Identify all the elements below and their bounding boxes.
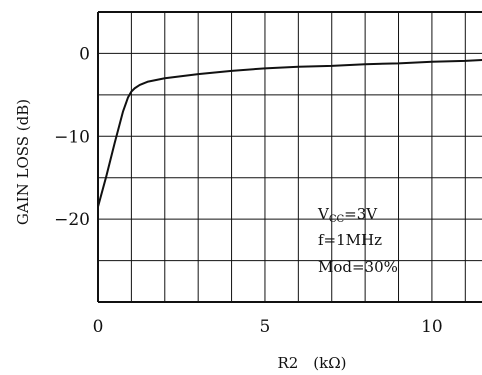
- plot-frame: [97, 11, 482, 303]
- y-tick-label: −20: [54, 210, 90, 230]
- annotation-modulation: Mod=30%: [318, 258, 398, 276]
- series-layer: [97, 59, 482, 208]
- x-tick-label: 10: [421, 317, 443, 337]
- annotation-vcc-subscript: CC: [329, 214, 345, 225]
- grid-lines: [98, 12, 482, 302]
- annotation-vcc-prefix: V: [317, 205, 330, 223]
- x-axis-title: R2 (kΩ): [277, 354, 346, 372]
- tick-labels: 0 5 10 0 −10 −20: [54, 44, 443, 337]
- y-tick-label: 0: [79, 44, 90, 64]
- x-tick-label: 0: [93, 317, 104, 337]
- annotation-vcc-value: =3V: [344, 205, 378, 223]
- x-tick-label: 5: [260, 317, 271, 337]
- y-axis-title: GAIN LOSS (dB): [14, 99, 32, 225]
- annotation-box: VCC=3V f=1MHz Mod=30%: [317, 205, 398, 276]
- annotation-frequency: f=1MHz: [318, 231, 382, 249]
- gain-loss-series-line: [97, 59, 482, 208]
- y-tick-label: −10: [54, 127, 90, 147]
- annotation-vcc: VCC=3V: [317, 205, 378, 225]
